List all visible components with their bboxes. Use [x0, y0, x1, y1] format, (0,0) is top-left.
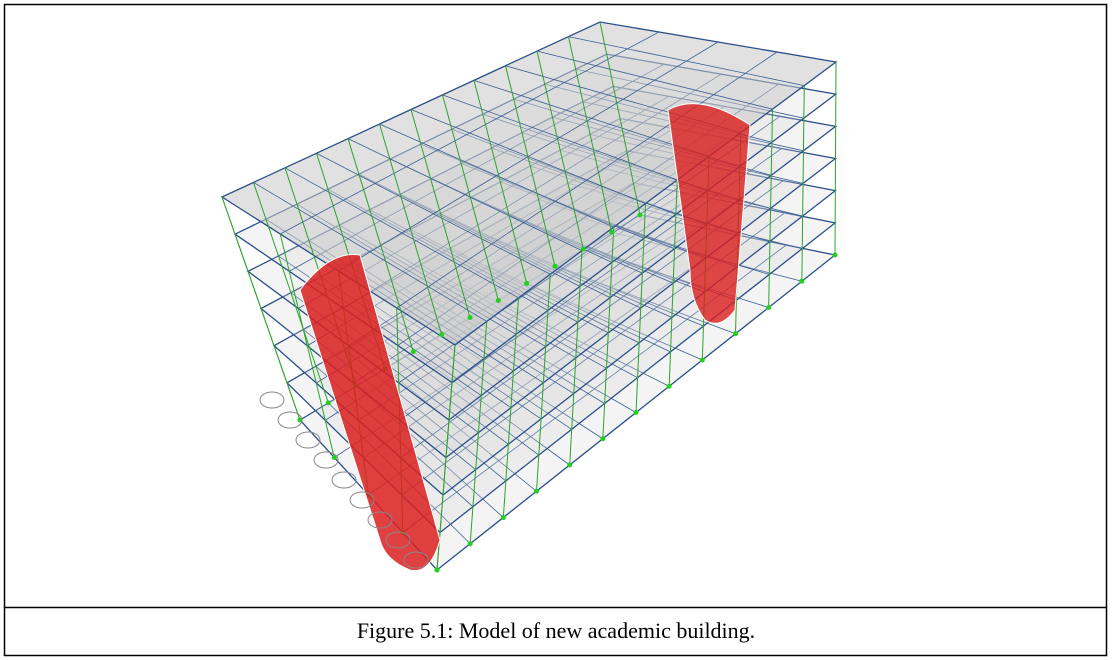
support [733, 331, 738, 336]
support [553, 264, 558, 269]
support [435, 568, 440, 573]
support [667, 384, 672, 389]
support [411, 349, 416, 354]
support [799, 279, 804, 284]
support [600, 436, 605, 441]
grid-bubble [296, 432, 320, 448]
support [496, 298, 501, 303]
support [609, 230, 614, 235]
grid-bubble [314, 452, 338, 468]
support [833, 253, 838, 258]
support [439, 332, 444, 337]
caption: Figure 5.1: Model of new academic buildi… [357, 618, 755, 643]
support [501, 515, 506, 520]
column [835, 62, 836, 255]
grid-bubble [260, 392, 284, 408]
support [468, 541, 473, 546]
figure: Figure 5.1: Model of new academic buildi… [0, 0, 1112, 660]
support [700, 358, 705, 363]
support [581, 247, 586, 252]
grid-bubble [332, 472, 356, 488]
support [634, 410, 639, 415]
support [468, 315, 473, 320]
support [524, 281, 529, 286]
support [534, 489, 539, 494]
support [326, 400, 331, 405]
support [766, 305, 771, 310]
building-model [222, 22, 838, 573]
support [567, 463, 572, 468]
support [638, 213, 643, 218]
page: Figure 5.1: Model of new academic buildi… [0, 0, 1112, 660]
